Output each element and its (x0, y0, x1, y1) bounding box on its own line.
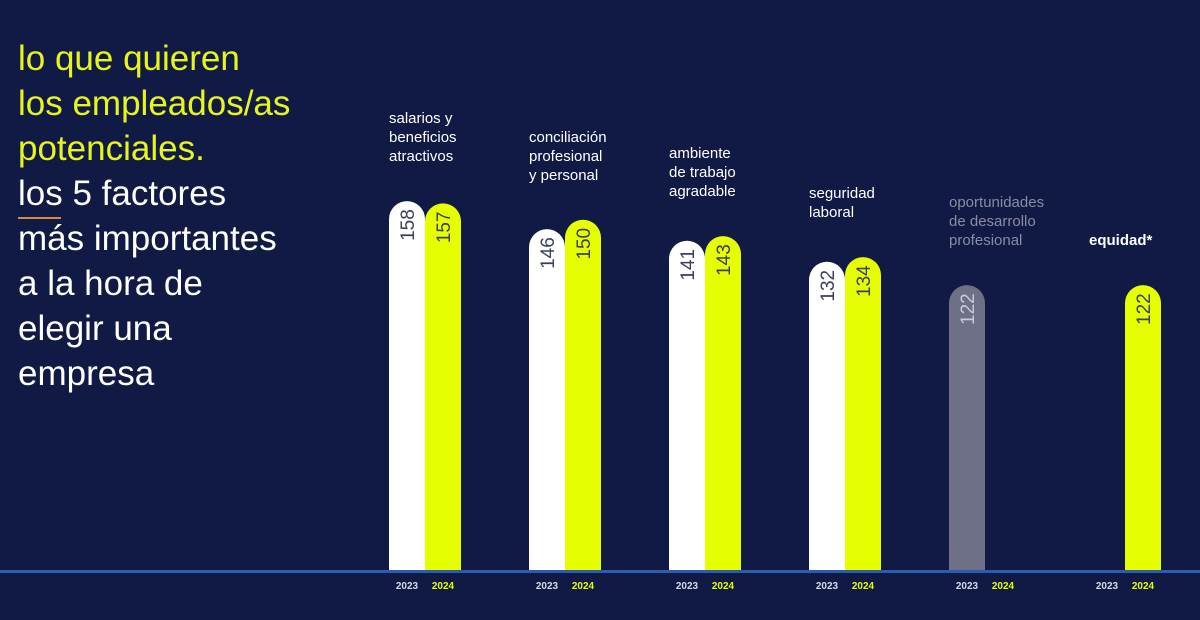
category-label: laboral (809, 204, 854, 221)
data-label: 150 (574, 228, 595, 260)
category-label: de trabajo (669, 164, 736, 181)
headline-line: potenciales. (18, 129, 205, 168)
bar-2024 (425, 203, 461, 570)
bar-2023 (669, 240, 705, 570)
x-tick-label: 2023 (396, 581, 419, 592)
category-label: ambiente (669, 145, 731, 162)
bar-2023 (949, 285, 985, 570)
category-label: equidad* (1089, 232, 1153, 249)
category-label: profesional (529, 148, 602, 165)
category-label: salarios y (389, 110, 453, 127)
x-tick-label: 2024 (572, 581, 595, 592)
category-label: y personal (529, 167, 598, 184)
data-label: 122 (1134, 293, 1155, 325)
x-tick-label: 2023 (956, 581, 979, 592)
x-tick-label: 2024 (1132, 581, 1155, 592)
x-tick-label: 2024 (712, 581, 735, 592)
headline-line: a la hora de (18, 264, 203, 303)
bar-2024 (1125, 285, 1161, 570)
data-label: 146 (538, 237, 559, 269)
data-label: 141 (678, 249, 699, 281)
x-tick-label: 2023 (816, 581, 839, 592)
category-label: atractivos (389, 148, 453, 165)
x-tick-label: 2024 (432, 581, 455, 592)
category-label: de desarrollo (949, 213, 1036, 230)
headline: lo que quieren los empleados/as potencia… (18, 36, 290, 396)
category-label: conciliación (529, 129, 607, 146)
headline-line: los 5 factores (18, 171, 290, 219)
data-label: 132 (818, 270, 839, 302)
x-tick-label: 2024 (992, 581, 1015, 592)
headline-line: empresa (18, 354, 155, 393)
headline-line: más importantes (18, 219, 277, 258)
data-label: 143 (714, 244, 735, 276)
category-label: seguridad (809, 185, 875, 202)
underlined-word: los (18, 171, 63, 219)
bar-2024 (845, 257, 881, 570)
x-tick-label: 2024 (852, 581, 875, 592)
headline-line: elegir una (18, 309, 172, 348)
data-label: 134 (854, 265, 875, 297)
headline-line: los empleados/as (18, 84, 291, 123)
category-label: oportunidades (949, 194, 1044, 211)
category-label: agradable (669, 183, 736, 200)
bar-2023 (529, 229, 565, 570)
x-tick-label: 2023 (1096, 581, 1119, 592)
headline-line: lo que quieren (18, 39, 240, 78)
bar-2023 (809, 261, 845, 570)
bar-2023 (389, 201, 425, 570)
data-label: 122 (958, 293, 979, 325)
category-label: profesional (949, 232, 1022, 249)
x-tick-label: 2023 (676, 581, 699, 592)
data-label: 158 (398, 209, 419, 241)
data-label: 157 (434, 212, 455, 244)
bar-2024 (705, 236, 741, 570)
x-tick-label: 2023 (536, 581, 559, 592)
headline-text: 5 factores (62, 174, 227, 213)
category-label: beneficios (389, 129, 457, 146)
bar-2024 (565, 219, 601, 570)
